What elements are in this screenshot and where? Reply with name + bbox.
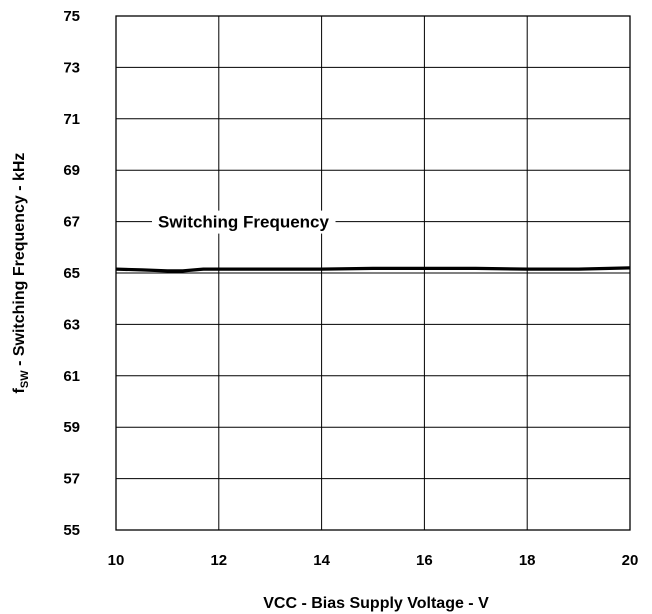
y-axis-label-subscript: SW	[19, 370, 31, 388]
y-tick-label: 55	[63, 522, 80, 539]
x-tick-label: 18	[519, 552, 536, 569]
grid-lines	[115, 15, 631, 531]
y-tick-label: 75	[63, 8, 80, 25]
y-tick-label: 73	[63, 59, 80, 76]
x-tick-label: 20	[622, 552, 639, 569]
y-tick-labels: 55 57 59 61 63 65 67 69 71 73 75	[63, 8, 80, 539]
y-tick-label: 63	[63, 316, 80, 333]
series-label: Switching Frequency	[158, 213, 330, 232]
y-tick-label: 67	[63, 214, 80, 231]
y-tick-label: 65	[63, 265, 80, 282]
y-tick-label: 59	[63, 419, 80, 436]
y-axis-label-suffix: - Switching Frequency - kHz	[11, 153, 28, 371]
series-label-background	[152, 210, 336, 234]
y-axis-label-prefix: f	[11, 387, 28, 393]
y-tick-label: 57	[63, 471, 80, 488]
y-tick-label: 71	[63, 111, 80, 128]
plot-frame	[115, 15, 631, 531]
x-tick-labels: 10 12 14 16 18 20	[108, 552, 639, 569]
y-tick-label: 69	[63, 162, 80, 179]
x-tick-label: 16	[416, 552, 433, 569]
y-axis-label: fSW - Switching Frequency - kHz	[11, 153, 31, 394]
y-tick-label: 61	[63, 368, 80, 385]
series-line	[115, 266, 631, 273]
x-axis-label: VCC - Bias Supply Voltage - V	[263, 595, 489, 612]
x-tick-label: 10	[108, 552, 125, 569]
x-tick-label: 14	[313, 552, 330, 569]
x-tick-label: 12	[210, 552, 227, 569]
series-layer: Switching Frequency	[115, 210, 631, 273]
